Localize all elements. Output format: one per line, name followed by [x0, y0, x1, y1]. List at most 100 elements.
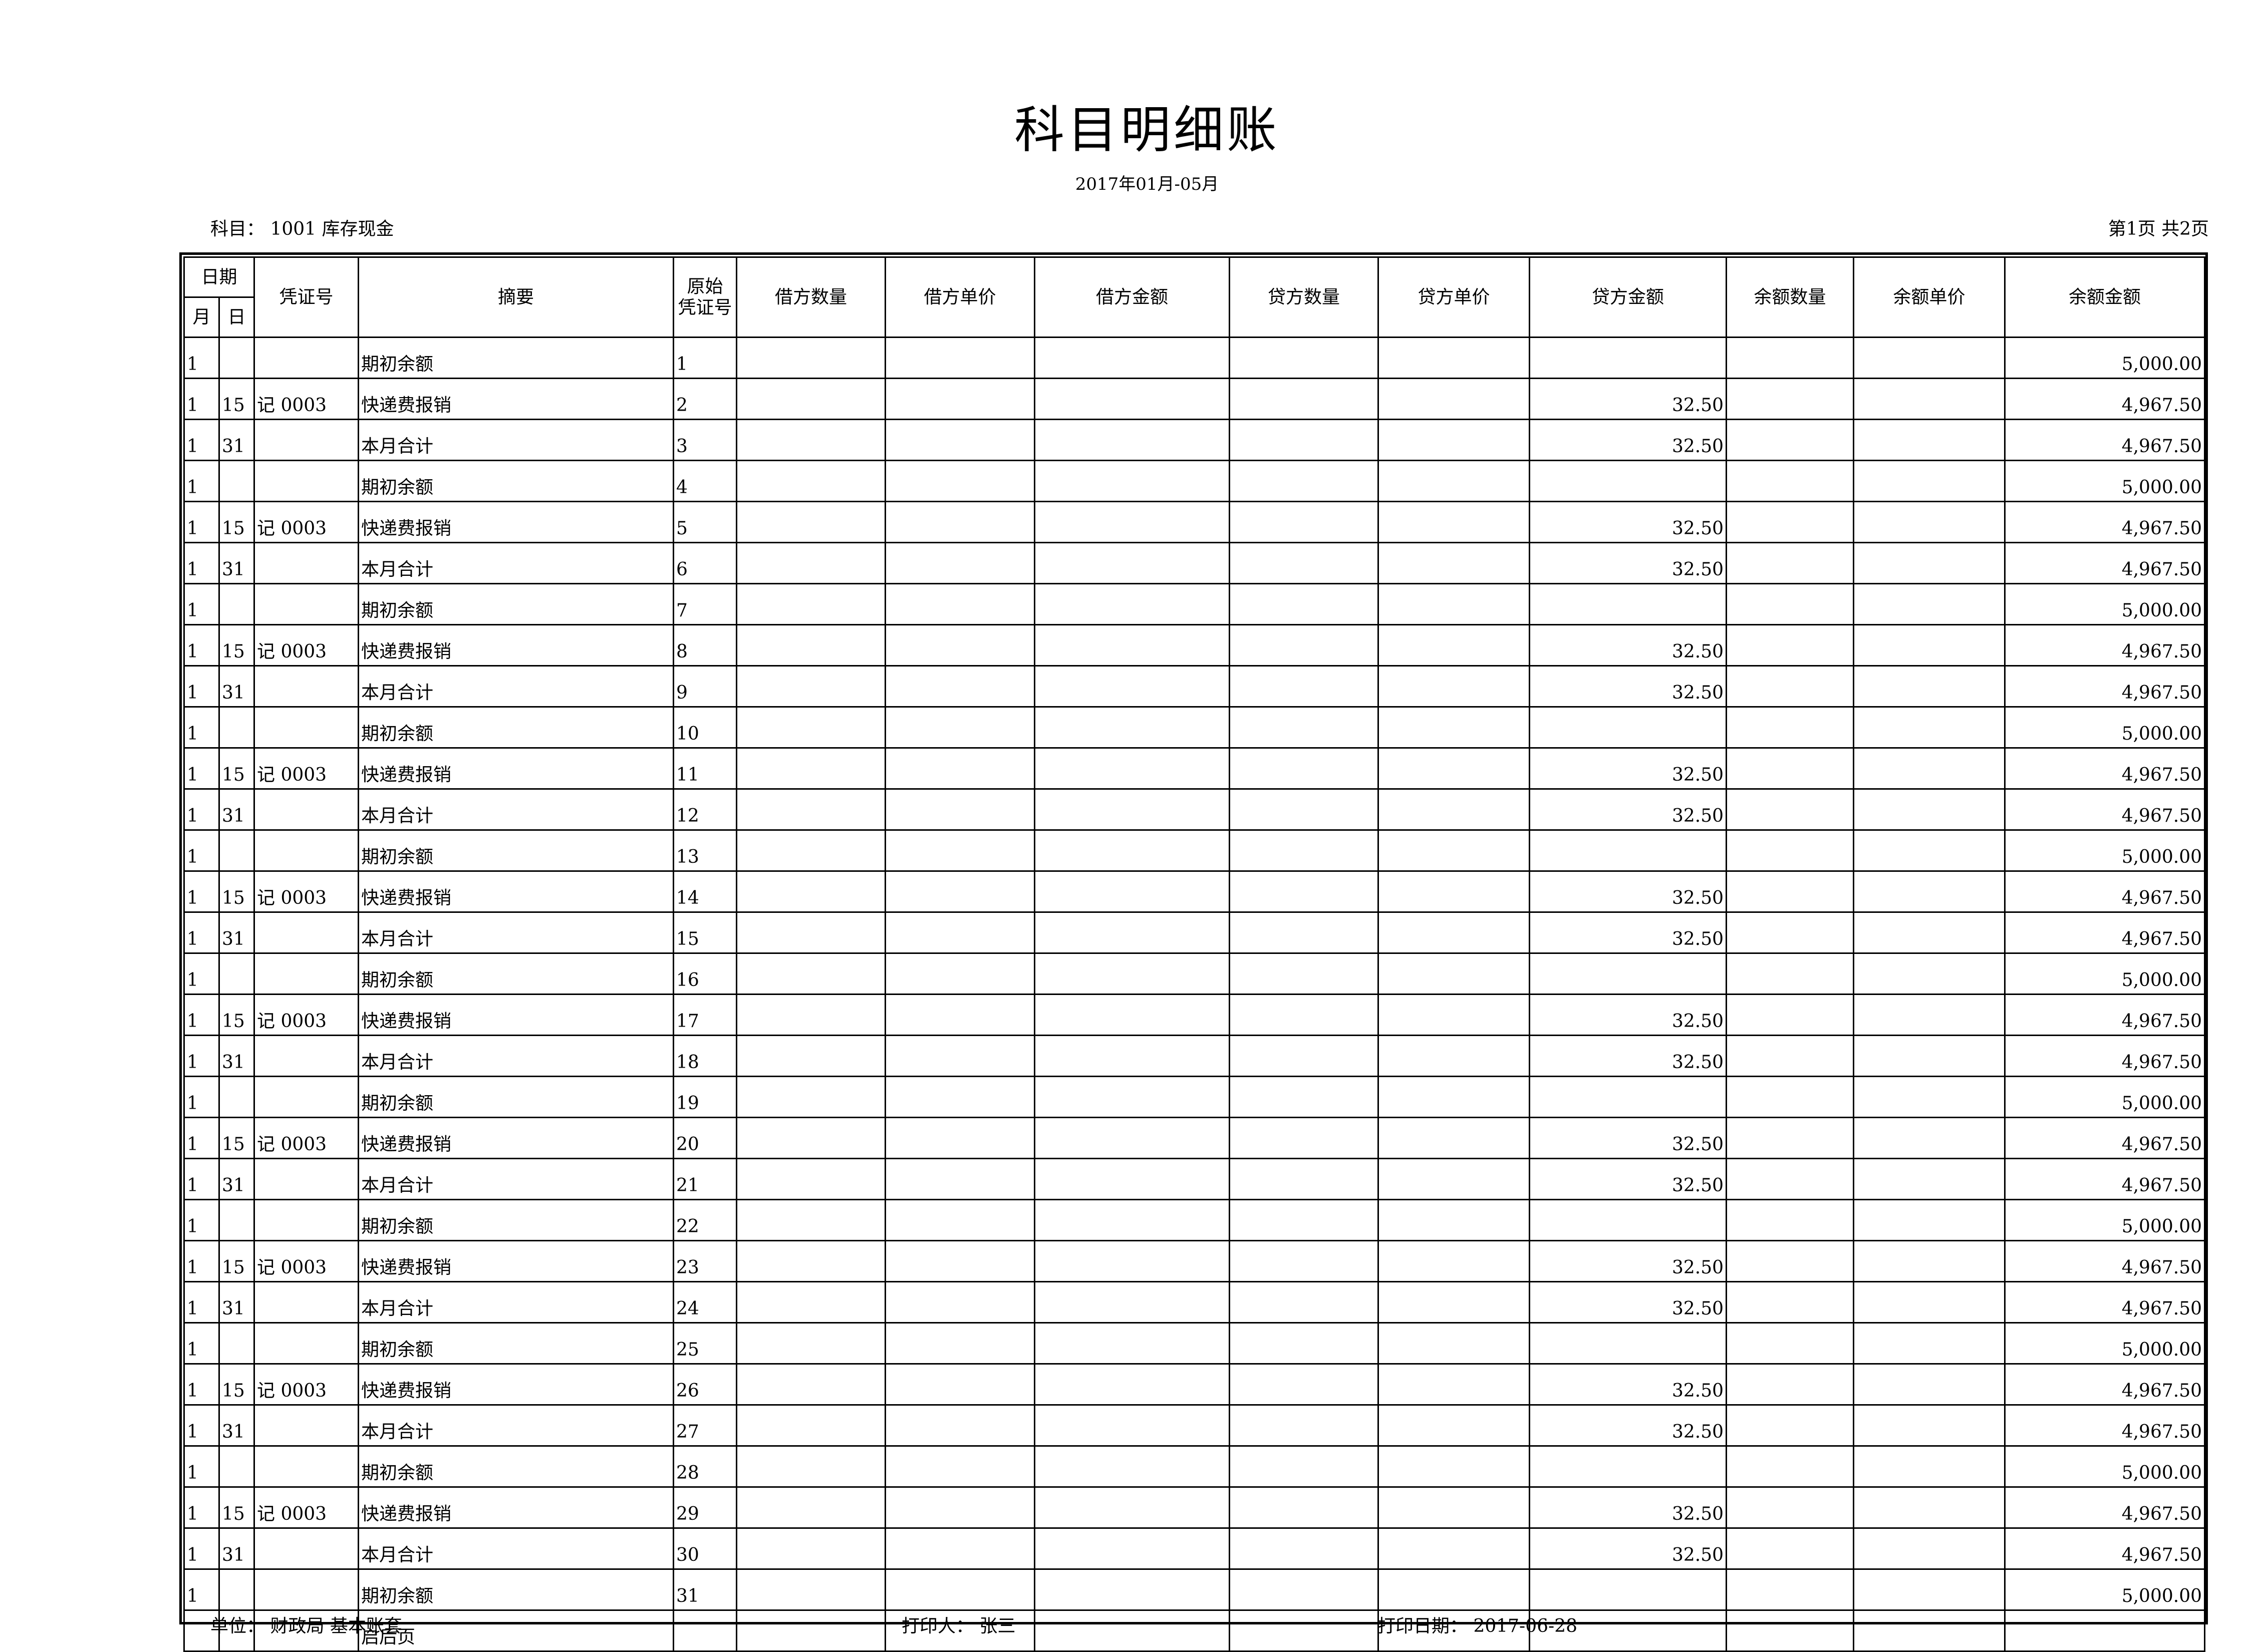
cell-balance-qty	[1726, 1609, 1855, 1652]
cell-voucher: 记 0003	[253, 1117, 360, 1159]
cell-balance-qty	[1726, 788, 1855, 831]
cell-balance-amount: 4,967.50	[2004, 870, 2206, 913]
cell-balance-qty	[1726, 1404, 1855, 1447]
cell-day	[218, 1568, 255, 1611]
cell-summary: 本月合计	[358, 665, 675, 708]
cell-balance-amount: 4,967.50	[2004, 911, 2206, 954]
cell-voucher: 记 0003	[253, 1363, 360, 1406]
cell-credit-amount: 32.50	[1529, 419, 1728, 461]
cell-credit-price	[1377, 1076, 1531, 1118]
cell-debit-qty	[736, 706, 887, 749]
cell-summary: 本月合计	[358, 788, 675, 831]
cell-debit-qty	[736, 788, 887, 831]
table-row: 1 期初余额 31 5,000.00	[183, 1568, 2206, 1611]
cell-debit-amount	[1034, 665, 1231, 708]
cell-balance-amount: 5,000.00	[2004, 460, 2206, 502]
table-row: 1 31 本月合计 9 32.50 4,967.50	[183, 665, 2206, 708]
cell-summary: 快递费报销	[358, 501, 675, 543]
cell-month: 1	[183, 994, 220, 1036]
cell-credit-price	[1377, 870, 1531, 913]
cell-credit-qty	[1229, 337, 1379, 379]
cell-credit-qty	[1229, 870, 1379, 913]
cell-debit-price	[885, 583, 1036, 625]
cell-balance-qty	[1726, 501, 1855, 543]
cell-credit-price	[1377, 1035, 1531, 1077]
cell-debit-price	[885, 1445, 1036, 1488]
cell-day	[218, 952, 255, 995]
cell-original-voucher: 19	[673, 1076, 738, 1118]
cell-balance-price	[1853, 1486, 2006, 1529]
cell-debit-qty	[736, 1404, 887, 1447]
cell-balance-qty	[1726, 706, 1855, 749]
cell-month: 1	[183, 1363, 220, 1406]
cell-balance-amount: 5,000.00	[2004, 829, 2206, 872]
cell-day: 31	[218, 542, 255, 584]
cell-voucher	[253, 1322, 360, 1365]
cell-debit-price	[885, 337, 1036, 379]
cell-debit-amount	[1034, 1609, 1231, 1652]
cell-month: 1	[183, 419, 220, 461]
cell-credit-amount: 32.50	[1529, 624, 1728, 667]
cell-debit-amount	[1034, 1404, 1231, 1447]
cell-balance-amount: 4,967.50	[2004, 994, 2206, 1036]
cell-debit-price	[885, 747, 1036, 790]
cell-debit-qty	[736, 1609, 887, 1652]
cell-balance-price	[1853, 1445, 2006, 1488]
cell-balance-price	[1853, 419, 2006, 461]
cell-credit-amount: 32.50	[1529, 665, 1728, 708]
cell-month: 1	[183, 952, 220, 995]
cell-month: 1	[183, 911, 220, 954]
table-row: 启后页	[183, 1609, 2206, 1652]
header-day: 日	[218, 296, 255, 338]
cell-day: 31	[218, 665, 255, 708]
cell-balance-price	[1853, 624, 2006, 667]
cell-balance-amount: 5,000.00	[2004, 583, 2206, 625]
cell-original-voucher: 23	[673, 1240, 738, 1282]
cell-day: 31	[218, 1404, 255, 1447]
cell-month: 1	[183, 1568, 220, 1611]
table-row: 1 31 本月合计 24 32.50 4,967.50	[183, 1281, 2206, 1324]
cell-balance-price	[1853, 337, 2006, 379]
cell-voucher	[253, 337, 360, 379]
cell-balance-price	[1853, 1363, 2006, 1406]
cell-balance-qty	[1726, 460, 1855, 502]
cell-summary: 期初余额	[358, 1445, 675, 1488]
cell-day: 15	[218, 1240, 255, 1282]
cell-credit-qty	[1229, 1486, 1379, 1529]
table-row: 1 15 记 0003 快递费报销 26 32.50 4,967.50	[183, 1363, 2206, 1406]
cell-debit-price	[885, 706, 1036, 749]
cell-balance-price	[1853, 829, 2006, 872]
cell-debit-amount	[1034, 911, 1231, 954]
cell-debit-qty	[736, 952, 887, 995]
cell-credit-qty	[1229, 1404, 1379, 1447]
cell-credit-amount	[1529, 1609, 1728, 1652]
cell-debit-amount	[1034, 1568, 1231, 1611]
table-row: 1 31 本月合计 27 32.50 4,967.50	[183, 1404, 2206, 1447]
cell-debit-amount	[1034, 829, 1231, 872]
cell-balance-amount: 4,967.50	[2004, 1363, 2206, 1406]
table-row: 1 期初余额 7 5,000.00	[183, 583, 2206, 625]
cell-balance-price	[1853, 1035, 2006, 1077]
cell-summary: 本月合计	[358, 542, 675, 584]
header-credit-amount: 贷方金额	[1529, 256, 1728, 338]
cell-credit-qty	[1229, 419, 1379, 461]
cell-debit-amount	[1034, 1486, 1231, 1529]
cell-debit-price	[885, 1281, 1036, 1324]
cell-debit-amount	[1034, 460, 1231, 502]
cell-balance-qty	[1726, 994, 1855, 1036]
cell-day: 31	[218, 1527, 255, 1570]
cell-debit-amount	[1034, 870, 1231, 913]
cell-original-voucher: 27	[673, 1404, 738, 1447]
cell-month: 1	[183, 1117, 220, 1159]
cell-voucher	[253, 1035, 360, 1077]
cell-credit-qty	[1229, 583, 1379, 625]
cell-balance-amount: 5,000.00	[2004, 1322, 2206, 1365]
cell-month: 1	[183, 624, 220, 667]
cell-voucher	[253, 829, 360, 872]
cell-balance-qty	[1726, 1568, 1855, 1611]
table-row: 1 期初余额 1 5,000.00	[183, 337, 2206, 379]
cell-balance-qty	[1726, 1281, 1855, 1324]
cell-debit-amount	[1034, 583, 1231, 625]
cell-debit-price	[885, 1568, 1036, 1611]
cell-debit-amount	[1034, 419, 1231, 461]
